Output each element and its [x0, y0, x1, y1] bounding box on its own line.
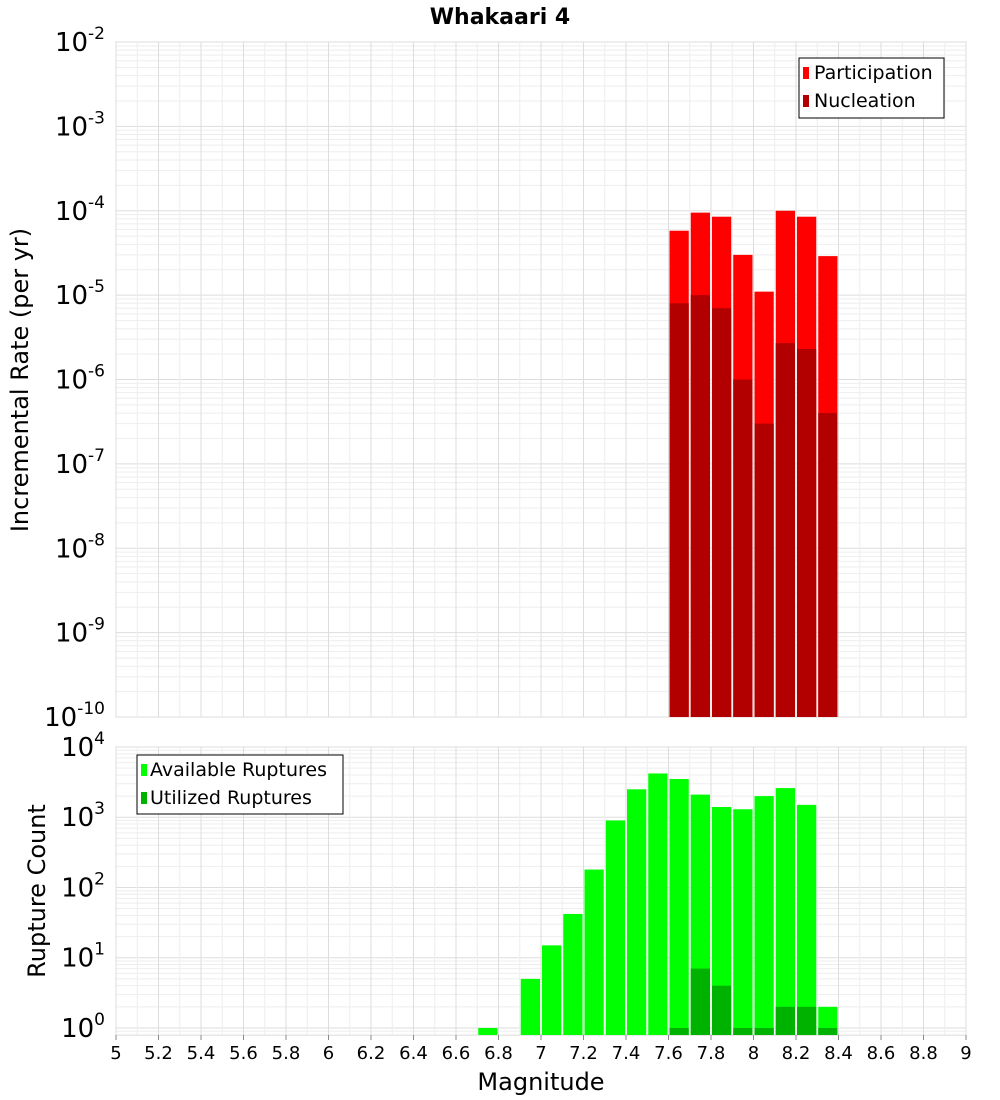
y-tick-label: 103: [61, 799, 105, 833]
legend-swatch-available: [141, 764, 147, 776]
bar-available-ruptures: [712, 806, 732, 1035]
legend-swatch-nucleation: [803, 95, 809, 107]
y-tick-label: 10-8: [55, 530, 105, 564]
legend-label-utilized: Utilized Ruptures: [150, 787, 312, 809]
x-tick-label: 8.6: [867, 1043, 896, 1064]
top-y-axis-label: Incremental Rate (per yr): [6, 228, 34, 532]
bar-available-ruptures: [669, 779, 689, 1035]
top-gridlines: [115, 41, 967, 718]
bar-utilized-ruptures: [712, 985, 732, 1035]
legend-label-participation: Participation: [814, 62, 933, 84]
bar-available-ruptures: [733, 809, 753, 1035]
x-tick-label: 6.8: [484, 1043, 513, 1064]
bar-utilized-ruptures: [690, 968, 710, 1035]
x-tick-label: 5: [110, 1043, 121, 1064]
bar-utilized-ruptures: [818, 1027, 838, 1035]
legend-label-nucleation: Nucleation: [814, 90, 916, 112]
bar-utilized-ruptures: [733, 1027, 753, 1035]
bottom-y-axis-label: Rupture Count: [23, 804, 51, 978]
x-axis-label: Magnitude: [477, 1068, 604, 1096]
x-tick-label: 6.4: [399, 1043, 428, 1064]
y-tick-label: 10-3: [55, 108, 105, 142]
x-tick-label: 5.2: [144, 1043, 173, 1064]
bar-nucleation: [754, 423, 774, 717]
x-tick-label: 7.2: [569, 1043, 598, 1064]
x-tick-label: 7.4: [612, 1043, 641, 1064]
x-tick-label: 7.8: [697, 1043, 726, 1064]
y-tick-label: 10-4: [55, 193, 105, 227]
bar-available-ruptures: [754, 796, 774, 1035]
y-tick-label: 102: [61, 869, 105, 903]
y-tick-label: 101: [61, 940, 105, 974]
x-tick-label: 8.4: [824, 1043, 853, 1064]
y-tick-label: 10-9: [55, 615, 105, 649]
legend-label-available: Available Ruptures: [150, 759, 327, 781]
x-tick-label: 9: [960, 1043, 971, 1064]
top-bars: [669, 210, 838, 718]
bottom-bars: [478, 773, 838, 1035]
y-tick-label: 10-7: [55, 446, 105, 480]
x-tick-label: 5.8: [272, 1043, 301, 1064]
bar-nucleation: [818, 413, 838, 717]
x-tick-label: 5.6: [229, 1043, 258, 1064]
bar-available-ruptures: [818, 1006, 838, 1035]
bar-nucleation: [733, 379, 753, 717]
x-tick-label: 6.6: [442, 1043, 471, 1064]
bar-nucleation: [690, 295, 710, 717]
x-tick-label: 7.6: [654, 1043, 683, 1064]
x-tick-label: 5.4: [187, 1043, 216, 1064]
chart-title: Whakaari 4: [430, 5, 570, 30]
top-legend: Participation Nucleation: [798, 57, 945, 119]
bar-nucleation: [797, 348, 817, 717]
bar-available-ruptures: [520, 978, 540, 1035]
bar-available-ruptures: [563, 913, 583, 1035]
bar-available-ruptures: [478, 1027, 498, 1035]
y-tick-label: 10-10: [44, 699, 105, 733]
x-tick-label: 7: [535, 1043, 546, 1064]
y-tick-label: 10-2: [55, 24, 105, 58]
legend-swatch-utilized: [141, 792, 147, 804]
y-tick-label: 100: [61, 1010, 105, 1044]
top-y-ticks: 10-10 10-9 10-8 10-7 10-6 10-5 10-4 10-3 10-2: [44, 24, 105, 733]
bar-available-ruptures: [584, 869, 604, 1035]
legend-swatch-participation: [803, 67, 809, 79]
y-tick-label: 10-6: [55, 362, 105, 396]
x-tick-label: 6.2: [357, 1043, 386, 1064]
x-tick-label: 8: [748, 1043, 759, 1064]
x-tick-label: 6: [323, 1043, 334, 1064]
bottom-y-ticks: 100 101 102 103 104: [61, 729, 105, 1044]
bar-nucleation: [712, 308, 732, 717]
bar-utilized-ruptures: [669, 1027, 689, 1035]
y-tick-label: 104: [61, 729, 105, 763]
bar-available-ruptures: [605, 820, 625, 1035]
y-tick-label: 10-5: [55, 277, 105, 311]
bottom-legend: Available Ruptures Utilized Ruptures: [136, 754, 344, 815]
bar-available-ruptures: [648, 773, 668, 1035]
bar-nucleation: [775, 343, 795, 717]
bar-available-ruptures: [775, 788, 795, 1035]
bar-utilized-ruptures: [797, 1006, 817, 1035]
x-ticks: 5 5.2 5.4 5.6 5.8 6 6.2 6.4 6.6 6.8 7 7.2 7.4 7.6 7.8 8…: [110, 1035, 972, 1064]
bar-available-ruptures: [627, 789, 647, 1035]
bar-available-ruptures: [797, 804, 817, 1035]
bar-utilized-ruptures: [775, 1006, 795, 1035]
bar-available-ruptures: [542, 945, 562, 1035]
x-tick-label: 8.2: [782, 1043, 811, 1064]
x-tick-label: 8.8: [909, 1043, 938, 1064]
bar-utilized-ruptures: [754, 1027, 774, 1035]
bar-nucleation: [669, 303, 689, 717]
